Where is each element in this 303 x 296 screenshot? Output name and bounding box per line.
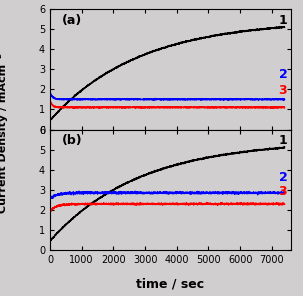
Text: 1: 1 — [278, 14, 287, 27]
Text: 2: 2 — [278, 67, 287, 81]
Text: time / sec: time / sec — [136, 278, 204, 291]
Text: 2: 2 — [278, 171, 287, 184]
Text: 1: 1 — [278, 134, 287, 147]
Text: (a): (a) — [62, 14, 82, 27]
Text: (b): (b) — [62, 134, 83, 147]
Text: 3: 3 — [279, 84, 287, 97]
Text: Current Density / mAcm⁻²: Current Density / mAcm⁻² — [0, 53, 8, 213]
Text: 3: 3 — [279, 184, 287, 197]
